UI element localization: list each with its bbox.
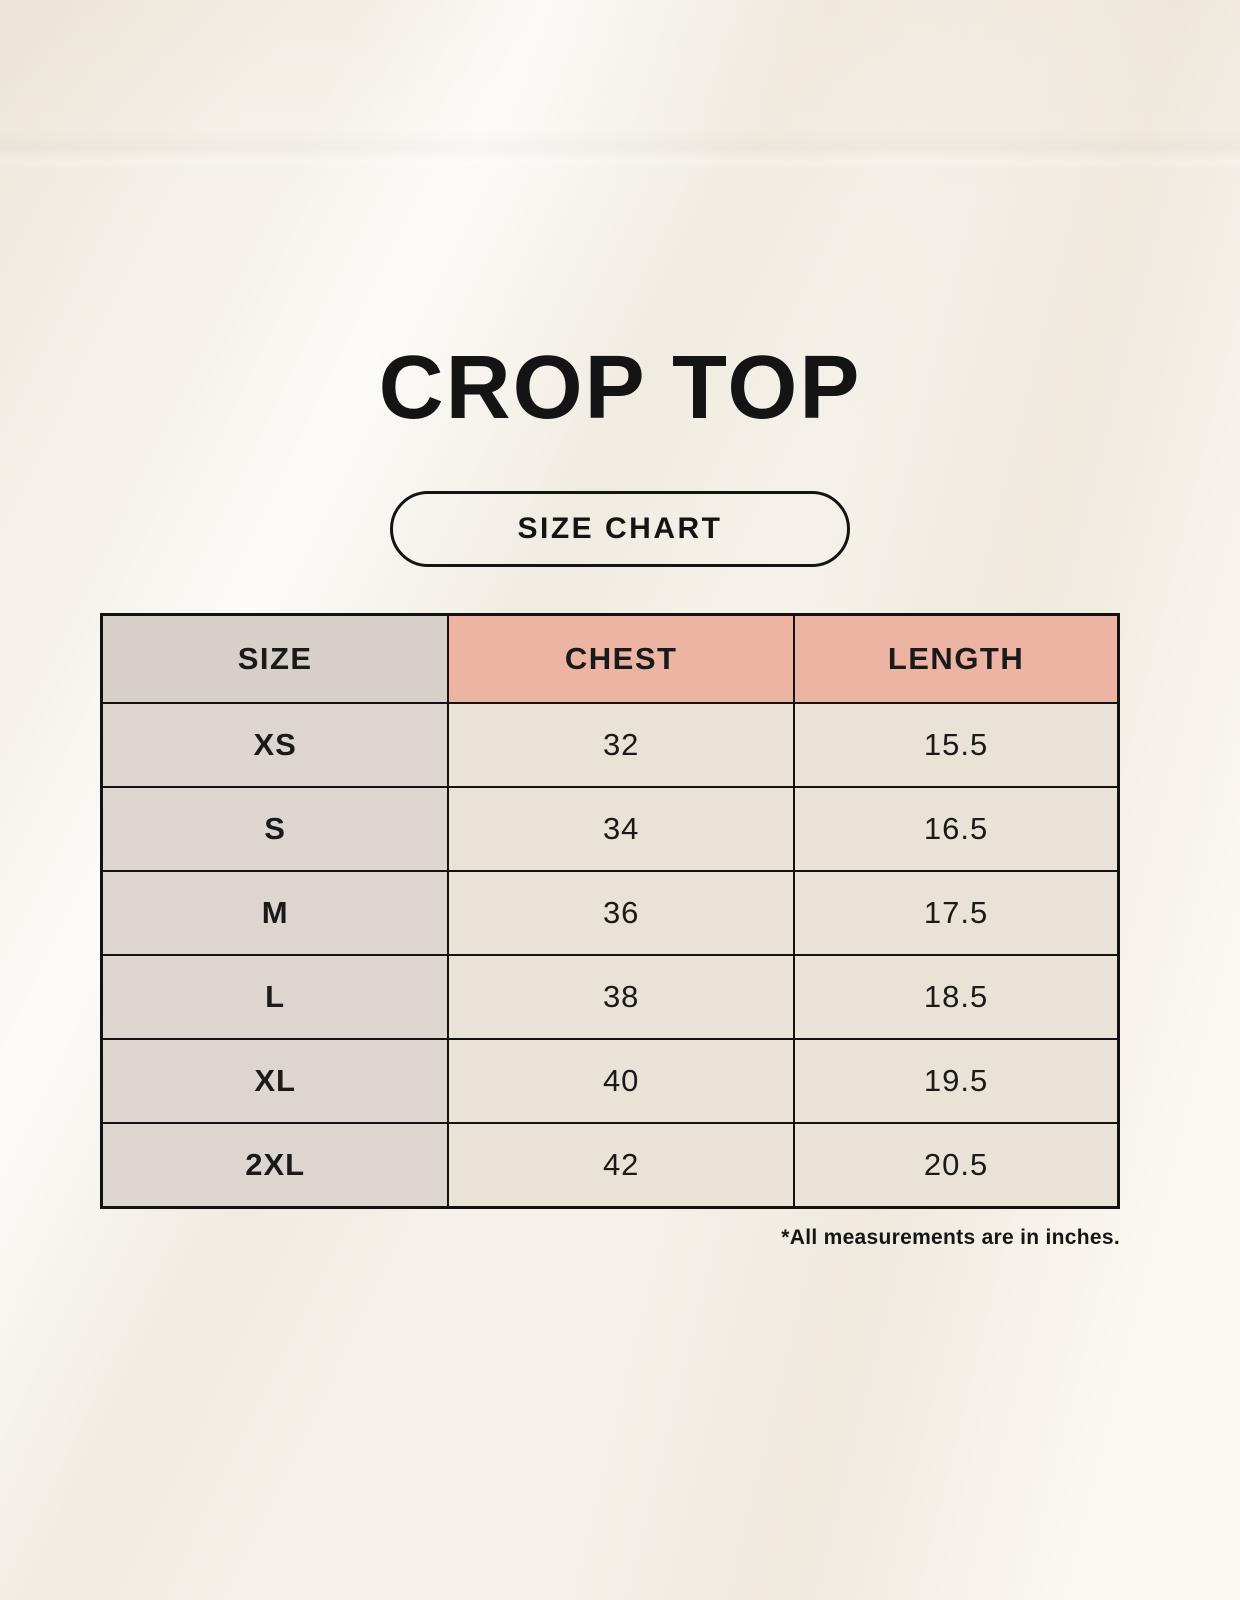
length-value: 20.5 <box>793 1122 1120 1209</box>
size-chart-button[interactable]: SIZE CHART <box>390 491 850 567</box>
chest-value: 38 <box>447 954 796 1040</box>
size-label: 2XL <box>100 1122 450 1209</box>
length-value: 18.5 <box>793 954 1120 1040</box>
column-header-chest: CHEST <box>447 613 796 704</box>
size-label: M <box>100 870 450 956</box>
size-label: L <box>100 954 450 1040</box>
table-row-m: M 36 17.5 <box>100 870 1120 956</box>
chest-value: 32 <box>447 702 796 788</box>
measurements-note: *All measurements are in inches. <box>781 1226 1120 1249</box>
column-header-length: LENGTH <box>793 613 1120 704</box>
size-chart-table: SIZE CHEST LENGTH XS 32 15.5 S 34 16.5 M… <box>100 613 1120 1209</box>
length-value: 19.5 <box>793 1038 1120 1124</box>
length-value: 16.5 <box>793 786 1120 872</box>
fabric-shadow-texture <box>0 130 1240 170</box>
chest-value: 42 <box>447 1122 796 1209</box>
chest-value: 36 <box>447 870 796 956</box>
length-value: 15.5 <box>793 702 1120 788</box>
size-label: XL <box>100 1038 450 1124</box>
page-title: CROP TOP <box>378 338 862 438</box>
table-row-l: L 38 18.5 <box>100 954 1120 1040</box>
table-row-xl: XL 40 19.5 <box>100 1038 1120 1124</box>
chest-value: 40 <box>447 1038 796 1124</box>
table-row-2xl: 2XL 42 20.5 <box>100 1122 1120 1209</box>
table-header-row: SIZE CHEST LENGTH <box>100 613 1120 704</box>
size-label: XS <box>100 702 450 788</box>
length-value: 17.5 <box>793 870 1120 956</box>
chest-value: 34 <box>447 786 796 872</box>
table-row-s: S 34 16.5 <box>100 786 1120 872</box>
size-label: S <box>100 786 450 872</box>
column-header-size: SIZE <box>100 613 450 704</box>
table-row-xs: XS 32 15.5 <box>100 702 1120 788</box>
size-chart-label: SIZE CHART <box>517 512 723 545</box>
